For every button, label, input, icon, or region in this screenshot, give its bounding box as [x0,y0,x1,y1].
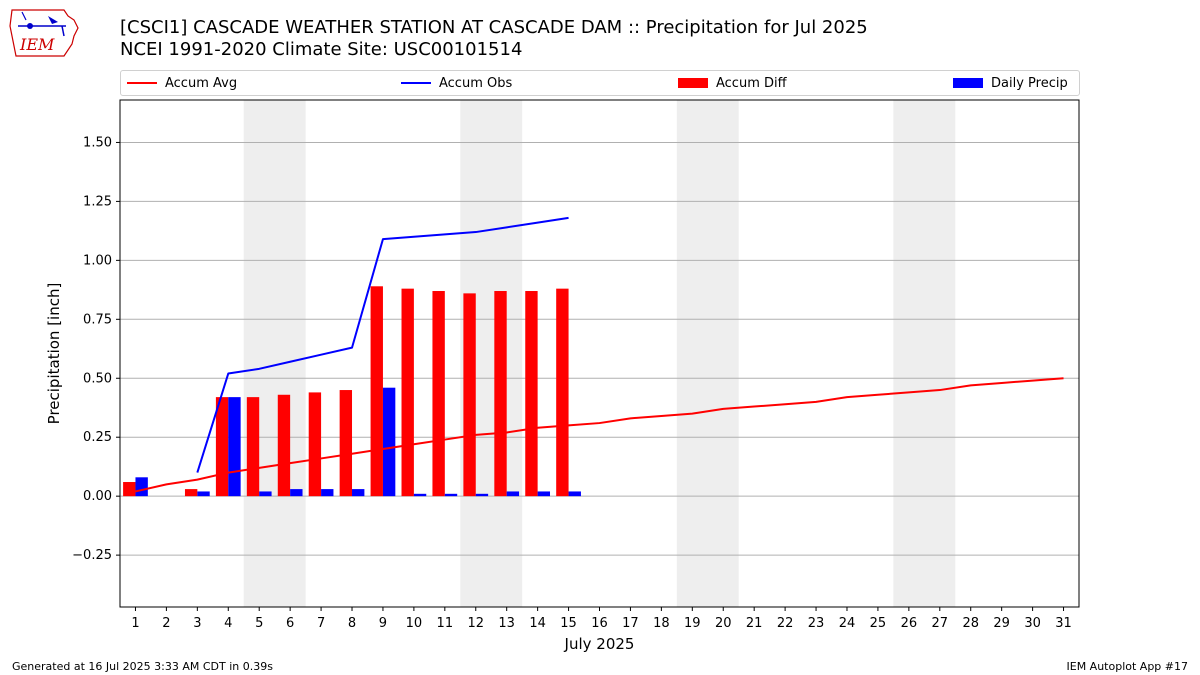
daily-precip-bar [321,489,334,497]
generated-timestamp: Generated at 16 Jul 2025 3:33 AM CDT in … [12,660,273,673]
x-tick-label: 3 [193,616,201,631]
legend-swatch [678,78,708,88]
chart-subtitle: NCEI 1991-2020 Climate Site: USC00101514 [120,39,523,60]
accum-diff-bar [463,293,476,497]
daily-precip-bar [135,477,148,497]
y-tick-label: 1.25 [83,194,112,209]
legend-label: Accum Avg [165,75,238,91]
x-tick-label: 21 [746,616,763,631]
accum-diff-bar [308,392,322,497]
x-tick-label: 25 [870,616,887,631]
y-axis-label: Precipitation [inch] [45,283,63,425]
accum-diff-bar [123,482,136,497]
x-tick-label: 18 [653,616,670,631]
x-tick-label: 17 [622,616,639,631]
x-tick-label: 28 [962,616,979,631]
x-tick-label: 26 [901,616,918,631]
plot-frame [119,99,1080,608]
x-tick-label: 11 [437,616,454,631]
y-tick-label: 1.00 [83,253,112,268]
x-tick-label: 12 [467,616,484,631]
x-tick-label: 9 [379,616,387,631]
x-tick-label: 15 [560,616,577,631]
daily-precip-bar [259,491,272,497]
x-tick-label: 1 [131,616,139,631]
accum-diff-bar [494,291,507,497]
x-tick-label: 20 [715,616,732,631]
x-axis-label: July 2025 [564,635,635,653]
daily-precip-bar [382,387,396,497]
legend-label: Accum Obs [439,75,513,91]
legend-swatch [953,78,983,88]
y-tick-label: 0.00 [83,489,112,504]
x-tick-label: 23 [808,616,825,631]
daily-precip-bar [352,489,365,497]
accum-diff-bar [401,288,414,497]
x-tick-label: 31 [1055,616,1072,631]
daily-precip-bar [290,489,303,497]
x-tick-label: 19 [684,616,701,631]
legend-item-accum-diff: Accum Diff [678,71,787,95]
accum-diff-bar [184,489,198,497]
x-tick-label: 6 [286,616,294,631]
x-tick-label: 10 [406,616,423,631]
y-tick-label: 0.75 [83,312,112,327]
daily-precip-bar [444,493,458,497]
daily-precip-bar [413,493,427,497]
x-tick-label: 2 [162,616,170,631]
daily-precip-bar [537,491,551,497]
chart-title: [CSCI1] CASCADE WEATHER STATION AT CASCA… [120,17,868,38]
x-tick-label: 30 [1024,616,1041,631]
legend-item-daily-precip: Daily Precip [953,71,1068,95]
legend: Accum Avg Accum Obs Accum Diff Daily Pre… [120,70,1080,96]
legend-label: Accum Diff [716,75,787,91]
legend-swatch [127,82,157,84]
x-tick-label: 22 [777,616,794,631]
daily-precip-bar [568,491,581,497]
x-tick-label: 27 [932,616,949,631]
iem-logo: IEM [9,9,79,57]
app-label: IEM Autoplot App #17 [1066,660,1189,673]
legend-item-accum-obs: Accum Obs [401,71,512,95]
legend-item-accum-avg: Accum Avg [127,71,237,95]
y-tick-label: 1.50 [83,135,112,150]
daily-precip-bar [475,493,489,497]
accum-diff-bar [246,397,260,497]
accum-avg-line [135,377,1064,493]
y-tick-label: 0.25 [83,430,112,445]
weekend-band [676,100,739,607]
x-tick-label: 5 [255,616,263,631]
x-tick-label: 29 [993,616,1010,631]
x-tick-label: 16 [591,616,608,631]
daily-precip-bar [506,491,520,497]
accum-diff-bar [277,394,291,497]
y-tick-label: −0.25 [72,548,112,563]
accum-diff-bar [339,390,353,497]
x-tick-label: 24 [839,616,856,631]
accum-diff-bar [556,288,569,497]
legend-label: Daily Precip [991,75,1068,91]
y-tick-label: 0.50 [83,371,112,386]
weekend-band [893,100,956,607]
accum-diff-bar [525,291,538,497]
accum-diff-bar [370,286,383,497]
daily-precip-bar [228,397,241,497]
accum-diff-bar [215,397,229,497]
x-tick-label: 8 [348,616,356,631]
x-tick-label: 4 [224,616,232,631]
x-tick-label: 7 [317,616,325,631]
accum-obs-line [196,216,569,473]
x-tick-label: 14 [529,616,546,631]
x-tick-label: 13 [498,616,515,631]
daily-precip-bar [197,491,210,497]
logo-text: IEM [19,35,55,54]
legend-swatch [401,82,431,84]
weekend-band [243,100,306,607]
accum-diff-bar [432,291,445,497]
